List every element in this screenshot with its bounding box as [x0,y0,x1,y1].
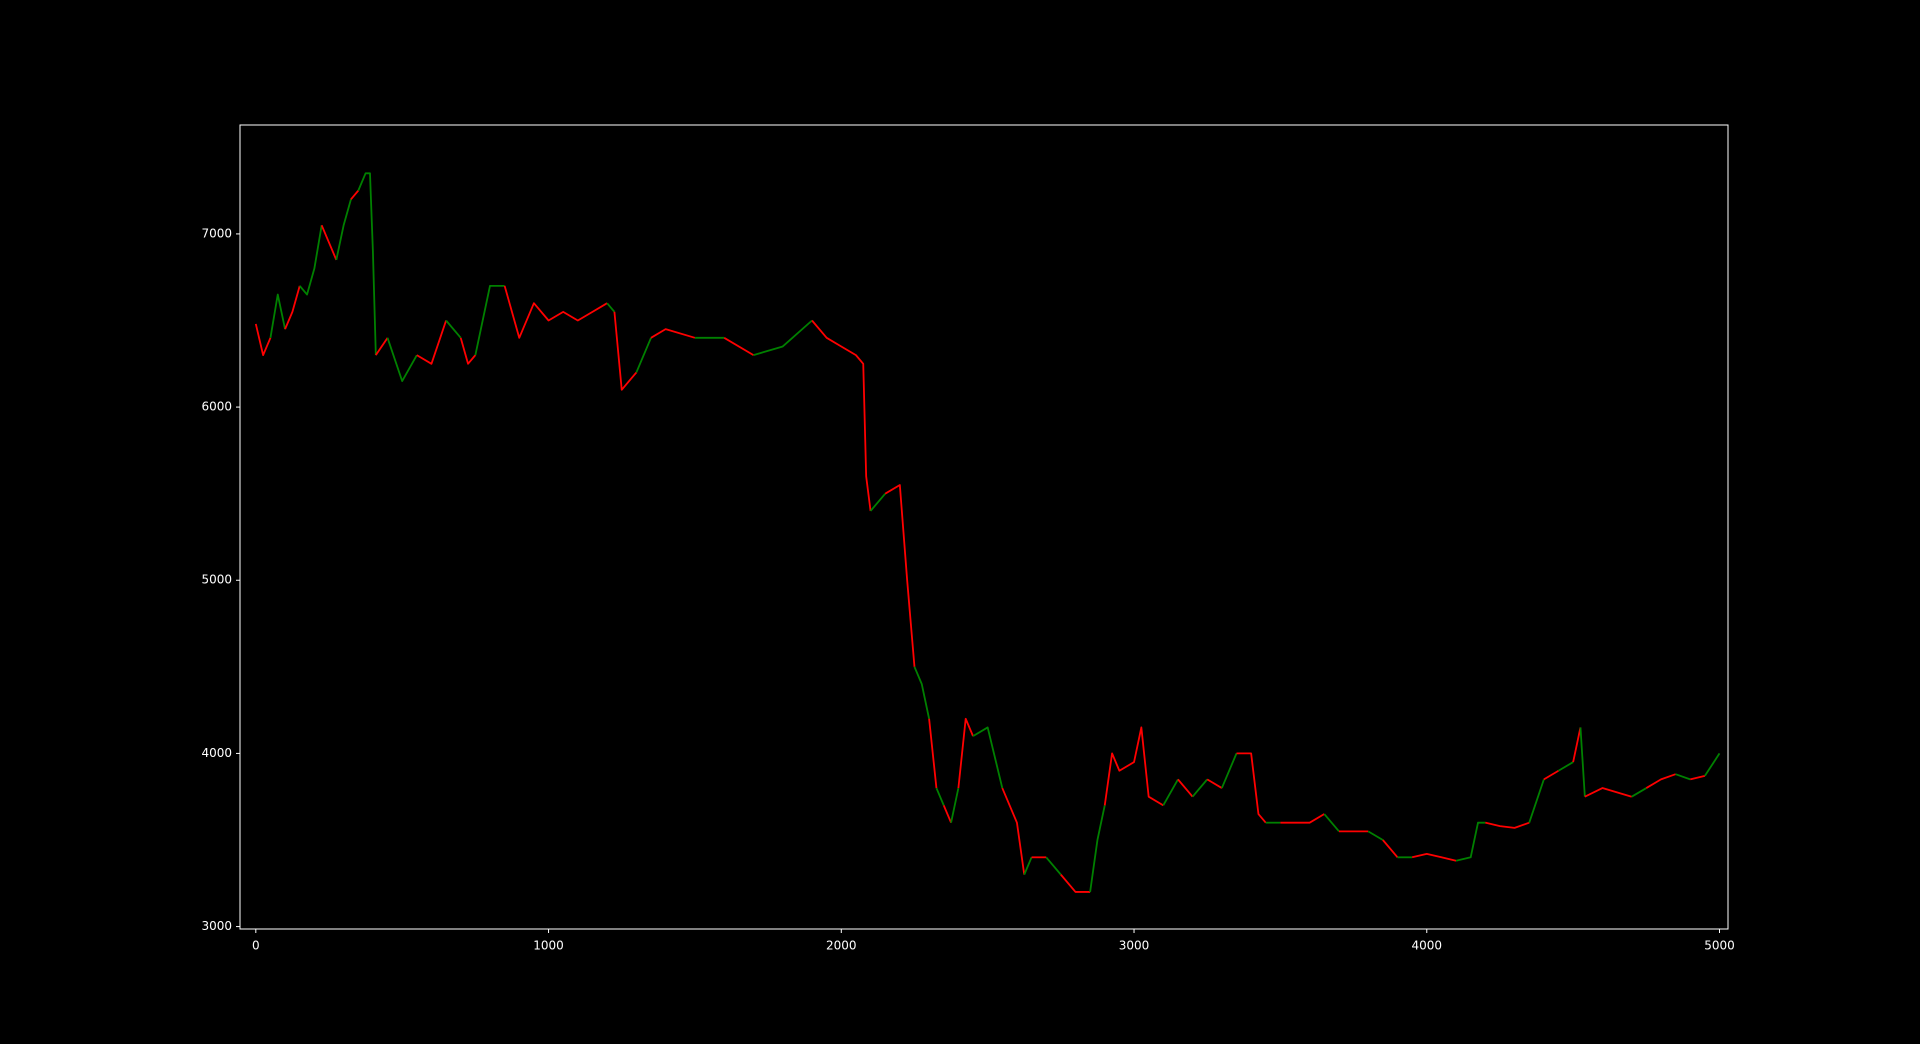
price-line-segment [1675,773,1691,781]
x-tick-label: 1000 [533,939,564,953]
price-line-segment [942,805,952,824]
price-line-segment [1631,787,1647,798]
price-line-segment [1579,727,1586,797]
price-line-segment [972,726,1004,789]
price-line-segment [950,787,960,823]
price-line-segment [320,224,338,261]
price-line-segment [650,328,696,339]
y-tick-label: 3000 [201,919,232,933]
price-line-segment [913,666,930,719]
y-tick-label: 5000 [201,573,232,587]
x-tick-label: 2000 [826,939,857,953]
price-line-segment [1162,778,1179,806]
price-line-segment [1045,856,1062,876]
price-line-segment [357,172,377,356]
price-line-segment [753,319,813,356]
price-line-segment [928,718,938,789]
price-line-segment [1191,778,1208,798]
x-tick-label: 0 [252,939,260,953]
price-line-segment [386,337,418,383]
axes-frame [239,124,1729,930]
price-line-segment [1558,761,1574,772]
price-line-segment [884,484,916,667]
x-tick-label: 3000 [1119,939,1150,953]
price-line-segment [1103,726,1164,807]
price-line-segment [254,323,272,357]
price-line-segment [1382,839,1399,858]
price-line-segment [1060,874,1091,893]
price-line-segment [1704,752,1721,777]
y-tick-label: 7000 [201,226,232,240]
price-line-segment [1411,852,1457,862]
price-line-segment [957,717,974,789]
y-tick-label: 4000 [201,746,232,760]
price-line-segment [1690,775,1706,781]
price-line-segment [869,493,886,512]
x-tick-label: 4000 [1411,939,1442,953]
price-line-segment [1584,787,1632,798]
price-line-segment [635,337,652,373]
price-line-segment [723,337,754,356]
price-line-segment [1221,753,1238,789]
price-line-segment [935,787,945,806]
price-line-segment [1177,778,1194,798]
price-line-segment [1485,821,1530,829]
price-line-segment [1089,805,1106,893]
price-line-segment [811,319,872,512]
price-line-segment [416,320,447,365]
price-line-segment [1206,778,1223,789]
price-line-segment [1528,779,1545,823]
price-line-segment [1645,773,1676,789]
price-line-segment [375,337,389,356]
price-line-segment [613,311,638,391]
price-line-segment [1280,813,1325,824]
x-tick-label: 5000 [1704,939,1735,953]
price-line-segment [1455,821,1486,862]
price-line-segment [1543,769,1559,781]
price-line-segment [269,293,286,338]
price-line-segment [474,284,505,356]
price-line-segment [350,190,359,200]
price-line-segment [459,337,477,365]
price-line-segment [1367,830,1384,841]
price-line-segment [284,285,301,330]
plot-area [254,172,1721,893]
price-line-segment [335,199,352,261]
price-line-segment [1236,752,1267,824]
price-line-segment [1323,813,1340,832]
price-line-segment [606,302,616,313]
y-tick-label: 6000 [201,400,232,414]
price-line-segment [503,285,608,339]
price-line-segment [299,225,323,296]
price-line-segment [1001,787,1026,875]
price-line-segment [445,319,462,339]
price-line-segment [1023,856,1033,875]
price-line-segment [1572,727,1582,763]
